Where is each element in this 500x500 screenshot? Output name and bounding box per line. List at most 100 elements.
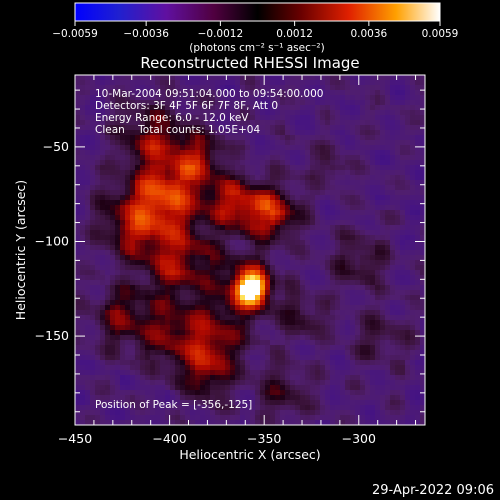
heatmap-cell (245, 150, 251, 156)
heatmap-cell (120, 420, 126, 425)
heatmap-cell (410, 275, 416, 281)
heatmap-cell (335, 270, 341, 276)
heatmap-cell (390, 175, 396, 181)
heatmap-cell (360, 405, 366, 411)
heatmap-cell (155, 75, 161, 81)
heatmap-cell (350, 395, 356, 401)
heatmap-cell (140, 170, 146, 176)
heatmap-cell (190, 295, 196, 301)
heatmap-cell (170, 185, 176, 191)
heatmap-cell (195, 160, 201, 166)
heatmap-cell (295, 245, 301, 251)
heatmap-cell (75, 105, 81, 111)
heatmap-cell (355, 110, 361, 116)
heatmap-cell (400, 225, 406, 231)
heatmap-cell (270, 380, 276, 386)
heatmap-cell (325, 275, 331, 281)
heatmap-cell (405, 205, 411, 211)
heatmap-cell (360, 415, 366, 421)
heatmap-cell (125, 240, 131, 246)
heatmap-cell (250, 370, 256, 376)
heatmap-cell (240, 155, 246, 161)
heatmap-cell (185, 120, 191, 126)
heatmap-cell (210, 250, 216, 256)
heatmap-cell (190, 280, 196, 286)
heatmap-cell (180, 360, 186, 366)
heatmap-cell (275, 320, 281, 326)
heatmap-cell (275, 290, 281, 296)
heatmap-cell (320, 155, 326, 161)
heatmap-cell (290, 295, 296, 301)
heatmap-cell (140, 90, 146, 96)
heatmap-cell (195, 415, 201, 421)
heatmap-cell (270, 290, 276, 296)
heatmap-cell (335, 255, 341, 261)
heatmap-cell (240, 360, 246, 366)
heatmap-cell (340, 395, 346, 401)
heatmap-cell (140, 130, 146, 136)
heatmap-cell (395, 390, 401, 396)
heatmap-cell (225, 275, 231, 281)
heatmap-cell (270, 175, 276, 181)
heatmap-cell (355, 320, 361, 326)
heatmap-cell (410, 320, 416, 326)
heatmap-cell (245, 240, 251, 246)
heatmap-cell (330, 325, 336, 331)
heatmap-cell (115, 420, 121, 425)
heatmap-cell (160, 75, 166, 81)
heatmap-cell (380, 165, 386, 171)
heatmap-cell (145, 385, 151, 391)
heatmap-cell (330, 330, 336, 336)
heatmap-cell (315, 390, 321, 396)
heatmap-cell (320, 120, 326, 126)
heatmap-cell (125, 220, 131, 226)
heatmap-cell (320, 255, 326, 261)
heatmap-cell (230, 170, 236, 176)
heatmap-cell (205, 190, 211, 196)
heatmap-cell (150, 260, 156, 266)
heatmap-cell (110, 255, 116, 261)
heatmap-cell (90, 160, 96, 166)
heatmap-cell (170, 320, 176, 326)
heatmap-cell (180, 420, 186, 425)
heatmap-cell (315, 290, 321, 296)
heatmap-cell (85, 265, 91, 271)
heatmap-cell (80, 335, 86, 341)
heatmap-cell (120, 180, 126, 186)
heatmap-cell (150, 415, 156, 421)
heatmap-cell (405, 355, 411, 361)
heatmap-cell (190, 190, 196, 196)
heatmap-cell (90, 285, 96, 291)
heatmap-cell (130, 210, 136, 216)
heatmap-cell (285, 415, 291, 421)
heatmap-cell (100, 235, 106, 241)
heatmap-cell (385, 190, 391, 196)
heatmap-cell (355, 185, 361, 191)
heatmap-cell (90, 370, 96, 376)
heatmap-cell (180, 255, 186, 261)
heatmap-cell (300, 90, 306, 96)
heatmap-cell (200, 180, 206, 186)
heatmap-cell (185, 180, 191, 186)
heatmap-cell (95, 195, 101, 201)
heatmap-cell (95, 405, 101, 411)
heatmap-cell (285, 365, 291, 371)
heatmap-cell (245, 350, 251, 356)
heatmap-cell (75, 215, 81, 221)
heatmap-cell (235, 85, 241, 91)
heatmap-cell (95, 165, 101, 171)
heatmap-cell (160, 155, 166, 161)
heatmap-cell (310, 310, 316, 316)
heatmap-cell (215, 210, 221, 216)
heatmap-cell (130, 390, 136, 396)
heatmap-cell (250, 180, 256, 186)
heatmap-cell (180, 260, 186, 266)
heatmap-cell (225, 375, 231, 381)
heatmap-cell (215, 395, 221, 401)
heatmap-cell (175, 270, 181, 276)
heatmap-cell (420, 325, 425, 331)
heatmap-cell (175, 285, 181, 291)
heatmap-cell (100, 165, 106, 171)
heatmap-cell (330, 85, 336, 91)
heatmap-cell (215, 185, 221, 191)
